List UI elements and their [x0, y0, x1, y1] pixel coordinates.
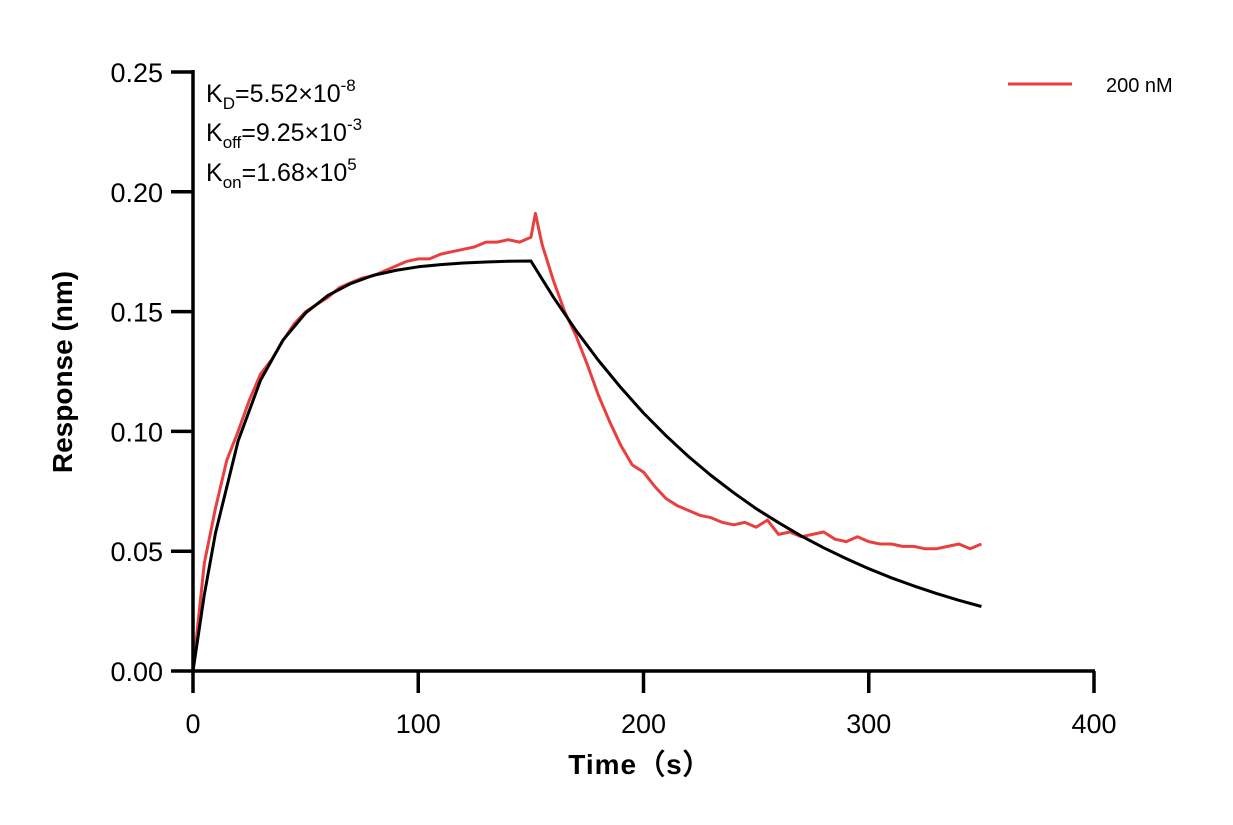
x-tick-label: 300	[846, 709, 891, 739]
ticks: 0 100 200 300 400 0.00 0.05 0.10 0.15 0.20 0.25	[110, 58, 1116, 739]
x-axis-title: Time（s）	[568, 748, 711, 780]
series-200nm-line	[191, 211, 982, 672]
annotation-kon: Kon=1.68×105	[206, 155, 357, 192]
x-tick-label: 0	[185, 709, 200, 739]
fit-curve-line	[191, 259, 982, 672]
y-tick-label: 0.25	[110, 58, 163, 88]
y-tick-label: 0.05	[110, 537, 163, 567]
x-tick-label: 100	[396, 709, 441, 739]
x-tick-label: 200	[621, 709, 666, 739]
y-tick-label: 0.15	[110, 298, 163, 328]
annotation-kd: KD=5.52×10-8	[206, 76, 356, 113]
kinetics-annotations: KD=5.52×10-8 Koff=9.25×10-3 Kon=1.68×105	[206, 76, 362, 192]
y-tick-label: 0.20	[110, 178, 163, 208]
legend-label-200nm: 200 nM	[1106, 75, 1173, 97]
y-axis-title: Response (nm)	[47, 271, 78, 473]
annotation-koff: Koff=9.25×10-3	[206, 115, 362, 152]
y-tick-label: 0.10	[110, 417, 163, 447]
x-tick-label: 400	[1071, 709, 1116, 739]
y-tick-label: 0.00	[110, 657, 163, 687]
legend: 200 nM	[1008, 75, 1173, 97]
series-layer	[191, 211, 982, 672]
